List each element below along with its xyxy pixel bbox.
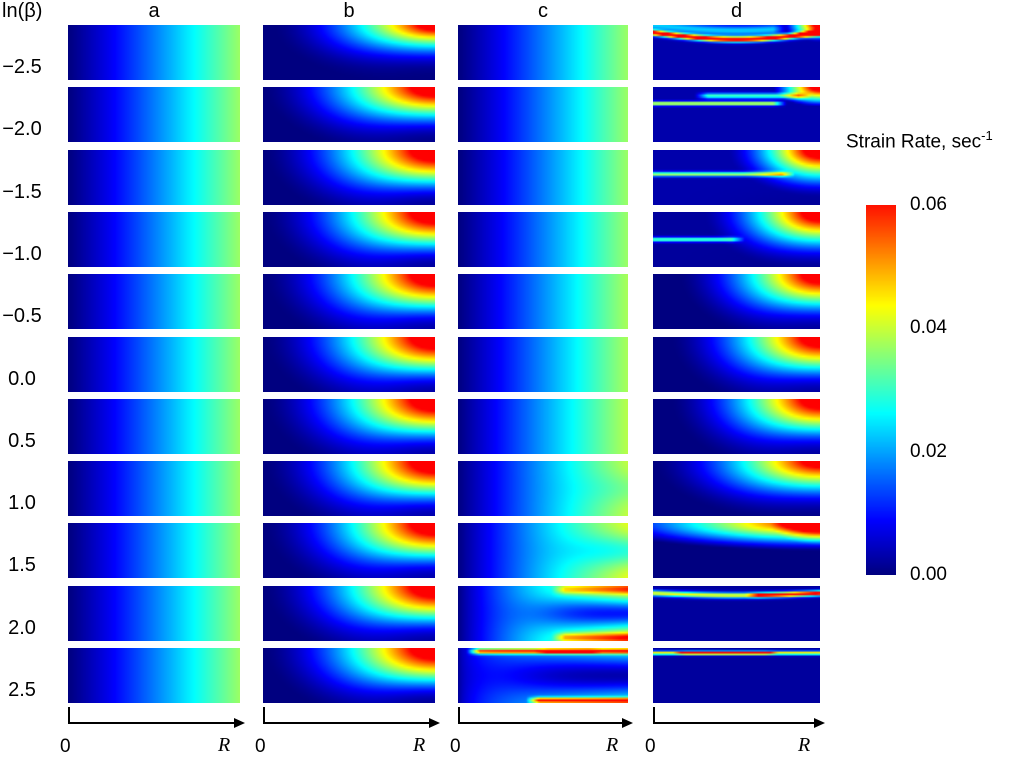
heatmap-panel-a-7 bbox=[68, 461, 240, 517]
heatmap-panel-b-3 bbox=[263, 211, 435, 267]
x-axis-origin-tick-d bbox=[653, 707, 655, 723]
colorbar-tick-0.04: 0.04 bbox=[910, 317, 947, 339]
colorbar-title-text: Strain Rate, sec bbox=[846, 131, 982, 153]
x-axis-origin-label-a: 0 bbox=[60, 736, 71, 757]
x-axis-origin-label-b: 0 bbox=[255, 736, 266, 757]
row-label-2: −1.5 bbox=[2, 180, 42, 203]
heatmap-panel-b-4 bbox=[263, 274, 435, 330]
heatmap-panel-d-7 bbox=[653, 461, 820, 517]
heatmap-panel-d-0 bbox=[653, 25, 820, 80]
heatmap-panel-d-4 bbox=[653, 274, 820, 330]
colorbar-title-exponent: -1 bbox=[981, 128, 993, 143]
column-header-b: b bbox=[343, 0, 355, 22]
row-label-6: 0.5 bbox=[8, 429, 36, 452]
x-axis-line-d bbox=[653, 722, 816, 724]
x-axis-arrow-icon-b bbox=[429, 718, 440, 728]
heatmap-panel-d-3 bbox=[653, 211, 820, 267]
heatmap-panel-a-1 bbox=[68, 87, 240, 143]
heatmap-panel-d-9 bbox=[653, 585, 820, 641]
x-axis-arrow-icon-d bbox=[814, 718, 825, 728]
colorbar-tick-0.06: 0.06 bbox=[910, 194, 947, 215]
heatmap-panel-c-9 bbox=[458, 585, 628, 641]
heatmap-panel-d-10 bbox=[653, 648, 820, 703]
heatmap-panel-a-6 bbox=[68, 398, 240, 454]
heatmap-panel-d-6 bbox=[653, 398, 820, 454]
row-label-7: 1.0 bbox=[8, 492, 36, 515]
heatmap-panel-b-9 bbox=[263, 585, 435, 641]
x-axis-end-label-c: R bbox=[606, 734, 619, 756]
heatmap-panel-a-0 bbox=[68, 25, 240, 80]
heatmap-panel-c-5 bbox=[458, 336, 628, 392]
heatmap-panel-a-9 bbox=[68, 585, 240, 641]
heatmap-panel-b-10 bbox=[263, 648, 435, 703]
heatmap-panel-c-3 bbox=[458, 211, 628, 267]
row-label-8: 1.5 bbox=[8, 554, 36, 577]
heatmap-panel-a-8 bbox=[68, 523, 240, 579]
heatmap-panel-c-0 bbox=[458, 25, 628, 80]
column-header-c: c bbox=[538, 0, 548, 22]
heatmap-panel-c-2 bbox=[458, 149, 628, 205]
heatmap-panel-b-1 bbox=[263, 87, 435, 143]
x-axis-arrow-icon-a bbox=[234, 718, 245, 728]
heatmap-panel-a-10 bbox=[68, 648, 240, 703]
heatmap-panel-b-2 bbox=[263, 149, 435, 205]
heatmap-panel-b-5 bbox=[263, 336, 435, 392]
x-axis-line-a bbox=[68, 722, 236, 724]
column-header-d: d bbox=[730, 0, 743, 22]
x-axis-end-label-a: R bbox=[218, 734, 231, 756]
heatmap-panel-b-7 bbox=[263, 461, 435, 517]
row-label-3: −1.0 bbox=[2, 242, 42, 265]
x-axis-origin-label-c: 0 bbox=[450, 736, 461, 757]
colorbar-tick-0.00: 0.00 bbox=[910, 564, 947, 585]
x-axis-end-label-b: R bbox=[413, 734, 426, 756]
heatmap-panel-b-0 bbox=[263, 25, 435, 80]
heatmap-panel-c-7 bbox=[458, 461, 628, 517]
column-header-a: a bbox=[148, 0, 160, 22]
beta-axis-label: ln(β) bbox=[2, 0, 43, 22]
heatmap-panel-c-8 bbox=[458, 523, 628, 579]
heatmap-panel-d-2 bbox=[653, 149, 820, 205]
heatmap-panel-d-5 bbox=[653, 336, 820, 392]
row-label-0: −2.5 bbox=[2, 56, 42, 78]
x-axis-origin-tick-c bbox=[458, 707, 460, 723]
x-axis-end-label-d: R bbox=[798, 734, 811, 756]
heatmap-panel-a-2 bbox=[68, 149, 240, 205]
heatmap-panel-d-1 bbox=[653, 87, 820, 143]
heatmap-panel-a-4 bbox=[68, 274, 240, 330]
heatmap-panel-a-3 bbox=[68, 211, 240, 267]
x-axis-origin-label-d: 0 bbox=[645, 736, 656, 757]
x-axis-arrow-icon-c bbox=[622, 718, 633, 728]
row-label-9: 2.0 bbox=[8, 616, 36, 639]
heatmap-panel-c-10 bbox=[458, 648, 628, 703]
heatmap-panel-c-1 bbox=[458, 87, 628, 143]
x-axis-origin-tick-b bbox=[263, 707, 265, 723]
colorbar-gradient bbox=[866, 205, 896, 575]
heatmap-panel-c-6 bbox=[458, 398, 628, 454]
heatmap-panel-b-8 bbox=[263, 523, 435, 579]
x-axis-origin-tick-a bbox=[68, 707, 70, 723]
row-label-4: −0.5 bbox=[2, 305, 42, 328]
heatmap-panel-b-6 bbox=[263, 398, 435, 454]
row-label-10: 2.5 bbox=[8, 679, 36, 701]
heatmap-panel-d-8 bbox=[653, 523, 820, 579]
colorbar-tick-0.02: 0.02 bbox=[910, 440, 947, 462]
row-label-1: −2.0 bbox=[2, 118, 42, 141]
row-label-5: 0.0 bbox=[8, 367, 36, 390]
heatmap-panel-a-5 bbox=[68, 336, 240, 392]
heatmap-panel-c-4 bbox=[458, 274, 628, 330]
colorbar-title: Strain Rate, sec-1 bbox=[846, 128, 993, 153]
x-axis-line-c bbox=[458, 722, 624, 724]
x-axis-line-b bbox=[263, 722, 431, 724]
